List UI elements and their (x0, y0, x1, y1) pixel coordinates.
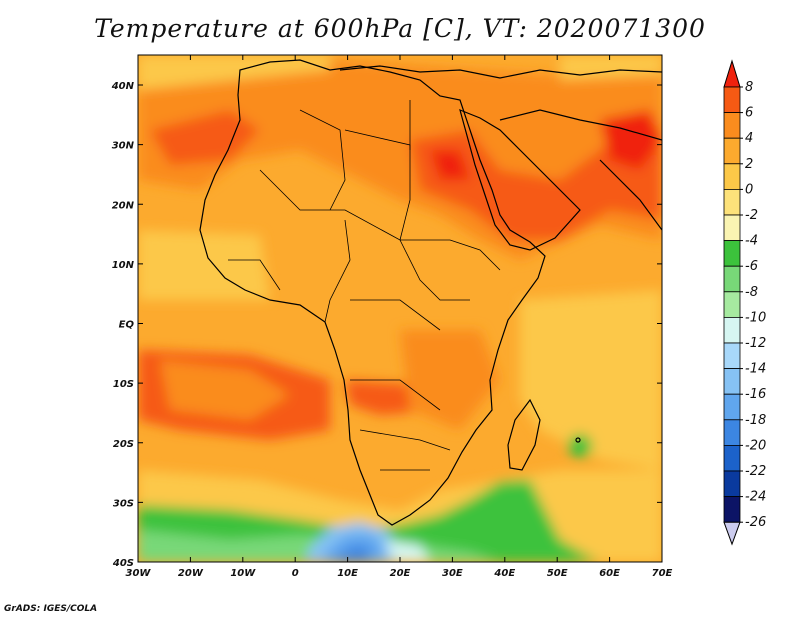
colorbar-swatch-15 (723, 444, 741, 472)
map-title: Temperature at 600hPa [C], VT: 202007130… (94, 14, 706, 43)
colorbar-label-1: 6 (745, 106, 753, 121)
colorbar-swatch-16 (723, 470, 741, 498)
colorbar-label-6: -4 (745, 234, 758, 249)
colorbar-swatch-4 (723, 163, 741, 190)
lat-label-6: 20S (113, 439, 134, 450)
lat-label-2: 20N (112, 200, 135, 211)
colorbar-label-12: -16 (745, 387, 766, 402)
colorbar-swatch-14 (723, 419, 741, 446)
colorbar-swatch-10 (723, 316, 741, 344)
lat-label-8: 40S (112, 558, 134, 569)
colorbar-label-10: -12 (745, 336, 766, 351)
colorbar-label-8: -8 (745, 285, 758, 300)
lon-label-8: 50E (547, 568, 568, 579)
colorbar-label-13: -18 (745, 413, 766, 428)
lon-label-2: 10W (230, 568, 256, 579)
lon-label-7: 40E (493, 568, 515, 579)
colorbar-swatch-7 (723, 240, 741, 267)
lat-label-1: 30N (112, 141, 135, 152)
colorbar-cap-bottom (723, 521, 741, 546)
colorbar-label-3: 2 (745, 157, 753, 172)
colorbar-swatch-2 (723, 112, 741, 139)
colorbar-label-15: -22 (745, 464, 766, 479)
colorbar-label-14: -20 (745, 438, 766, 453)
lat-label-4: EQ (119, 320, 135, 331)
lon-label-6: 30E (442, 568, 463, 579)
lat-label-7: 30S (113, 498, 134, 509)
lat-label-0: 40N (111, 81, 135, 92)
lon-label-1: 20W (178, 568, 204, 579)
axis-ticks: 30W 20W 10W 0 10E 20E 30E 40E 50E 60E 70E 40N 30N 20N… (111, 55, 673, 579)
lon-label-4: 10E (337, 568, 358, 579)
lon-label-5: 20E (390, 568, 411, 579)
lat-label-5: 10S (113, 379, 134, 390)
colorbar-label-9: -10 (745, 310, 766, 325)
colorbar-label-4: 0 (745, 182, 753, 197)
colorbar-label-5: -2 (745, 208, 758, 223)
colorbar-label-11: -14 (745, 362, 766, 377)
colorbar-label-2: 4 (745, 131, 753, 146)
colorbar-swatch-1 (723, 86, 741, 114)
colorbar-label-17: -26 (745, 515, 766, 530)
colorbar-swatch-9 (723, 291, 741, 318)
colorbar-swatch-5 (723, 188, 741, 216)
colorbar-swatch-12 (723, 368, 741, 395)
lon-label-10: 70E (652, 568, 673, 579)
lon-label-0: 30W (126, 568, 152, 579)
coastlines (199, 59, 662, 526)
lat-label-3: 10N (112, 260, 135, 271)
colorbar-label-7: -6 (745, 259, 758, 274)
colorbar-label-0: 8 (745, 80, 753, 95)
colorbar-swatch-3 (723, 137, 741, 165)
temperature-field (138, 55, 662, 562)
colorbar: 8 6 4 2 0 -2 -4 -6 -8 -10 -12 -14 -16 -18 -20 -22 -24 -26 (723, 59, 766, 546)
colorbar-swatch-6 (723, 214, 741, 242)
colorbar-swatch-13 (723, 393, 741, 421)
credit-text: GrADS: IGES/COLA (4, 604, 98, 614)
lon-label-9: 60E (599, 568, 620, 579)
colorbar-swatch-11 (723, 342, 741, 370)
borders (228, 100, 501, 471)
colorbar-swatch-17 (723, 496, 741, 523)
colorbar-cap-top (723, 59, 741, 88)
lon-label-3: 0 (292, 568, 299, 579)
colorbar-swatch-8 (723, 265, 741, 293)
colorbar-label-16: -24 (745, 490, 766, 505)
